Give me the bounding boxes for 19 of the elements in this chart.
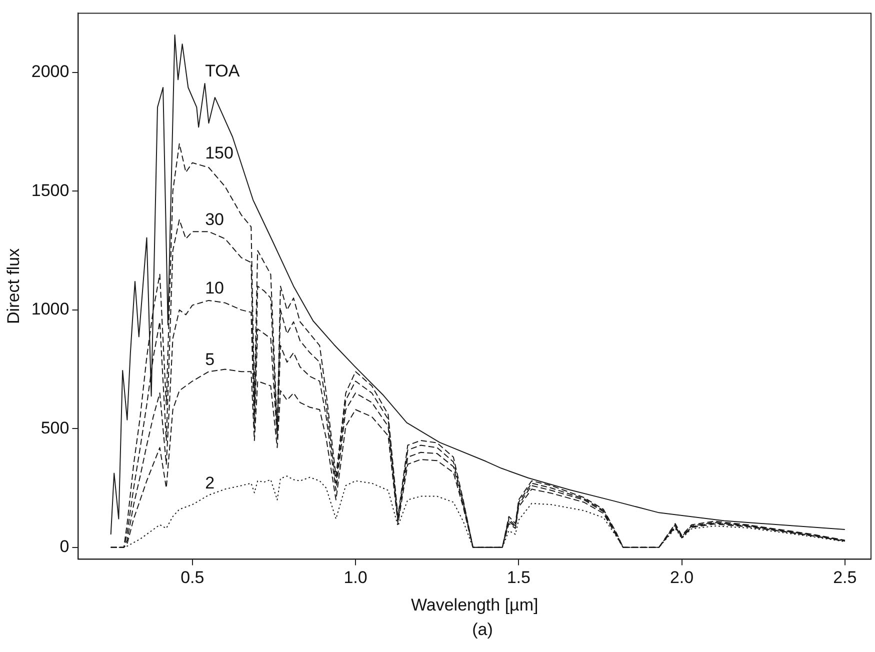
x-tick-label: 2.5 bbox=[833, 568, 857, 588]
x-tick-label: 1.5 bbox=[506, 568, 530, 588]
x-tick-label: 0.5 bbox=[180, 568, 204, 588]
y-tick-label: 0 bbox=[60, 537, 70, 556]
y-tick-label: 2000 bbox=[31, 62, 70, 82]
y-tick-label: 1500 bbox=[31, 180, 70, 200]
series-label: TOA bbox=[205, 62, 240, 81]
x-axis-title: Wavelength [µm] bbox=[410, 595, 538, 614]
series-label: 10 bbox=[205, 278, 224, 298]
y-tick-label: 1000 bbox=[31, 300, 70, 319]
series-label: 5 bbox=[205, 350, 215, 369]
y-axis-title: Direct flux bbox=[4, 248, 23, 324]
series-label: 150 bbox=[205, 143, 234, 162]
x-tick-label: 1.0 bbox=[344, 568, 368, 588]
text: (a) bbox=[471, 620, 494, 640]
series-label: 2 bbox=[205, 473, 215, 492]
x-tick-label: 2.0 bbox=[670, 568, 694, 588]
y-tick-label: 500 bbox=[40, 418, 70, 438]
series-label: 30 bbox=[205, 210, 224, 229]
